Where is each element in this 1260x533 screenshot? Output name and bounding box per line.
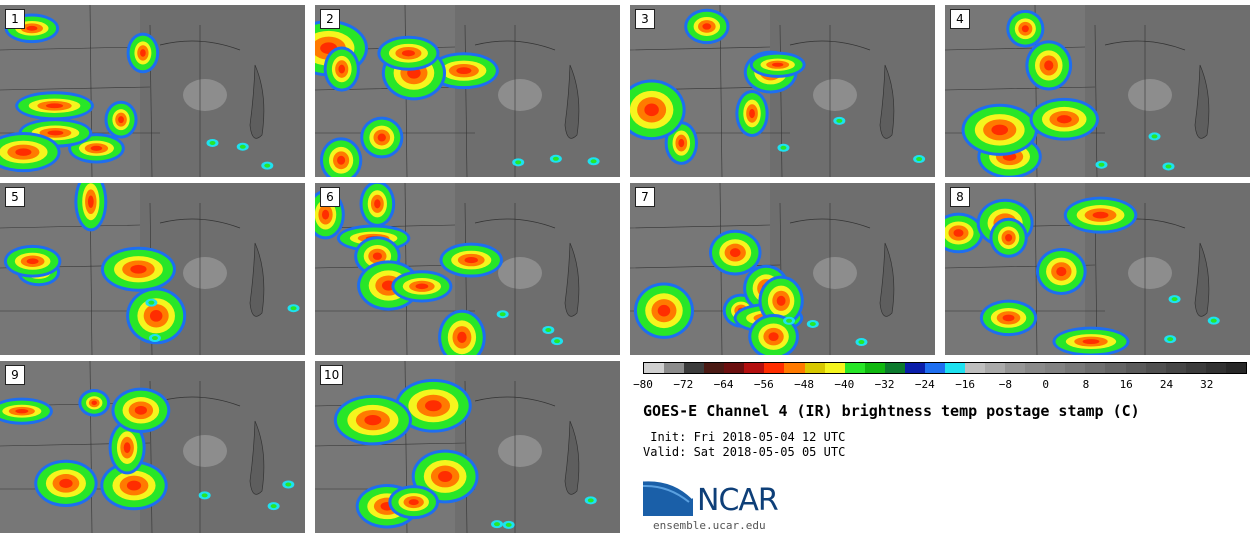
figure-title: GOES-E Channel 4 (IR) brightness temp po… — [643, 402, 1140, 420]
colorbar-segment — [844, 363, 865, 373]
colorbar-segment — [1065, 363, 1086, 373]
logo-url: ensemble.ucar.edu — [653, 519, 766, 532]
colorbar-tick-label: −40 — [834, 378, 855, 391]
colorbar-tick-label: 0 — [1042, 378, 1049, 391]
satellite-map — [630, 5, 935, 177]
colorbar-tick-label: −80 — [633, 378, 653, 391]
colorbar-tick-label: 8 — [1082, 378, 1090, 391]
colorbar-tick-label: −48 — [794, 378, 814, 391]
colorbar-segment — [1125, 363, 1146, 373]
panel-number-label: 8 — [950, 187, 970, 207]
colorbar-tick-label: −16 — [955, 378, 976, 391]
colorbar-tick-label: 16 — [1119, 378, 1133, 391]
satellite-map — [0, 361, 305, 533]
postage-stamp-panel: 2 — [315, 5, 620, 177]
colorbar-segment — [924, 363, 945, 373]
panel-number-label: 5 — [5, 187, 25, 207]
satellite-map — [315, 183, 620, 355]
colorbar-segment — [704, 363, 725, 373]
panel-number-label: 4 — [950, 9, 970, 29]
colorbar-segment — [1045, 363, 1066, 373]
colorbar-tick-label: −8 — [998, 378, 1013, 391]
colorbar-segment — [764, 363, 785, 373]
colorbar-tick-label: −56 — [753, 378, 774, 391]
panel-number-label: 10 — [320, 365, 344, 385]
colorbar-tick-label: 32 — [1200, 378, 1214, 391]
colorbar-segment — [1145, 363, 1166, 373]
panel-number-label: 7 — [635, 187, 655, 207]
colorbar-segment — [904, 363, 925, 373]
colorbar-segment — [1225, 363, 1246, 373]
colorbar-segment — [965, 363, 986, 373]
satellite-map — [315, 5, 620, 177]
postage-stamp-panel: 3 — [630, 5, 935, 177]
colorbar-segment — [1105, 363, 1126, 373]
postage-stamp-panel: 7 — [630, 183, 935, 355]
colorbar-tick-label: −64 — [713, 378, 734, 391]
colorbar-segment — [644, 363, 665, 373]
temperature-colorbar — [643, 362, 1247, 374]
colorbar-segment — [1005, 363, 1026, 373]
postage-stamp-panel: 10 — [315, 361, 620, 533]
colorbar-segment — [985, 363, 1006, 373]
postage-stamp-panel: 4 — [945, 5, 1250, 177]
colorbar-segment — [864, 363, 885, 373]
postage-stamp-panel: 8 — [945, 183, 1250, 355]
postage-stamp-panel: 6 — [315, 183, 620, 355]
panel-number-label: 3 — [635, 9, 655, 29]
ncar-logo-text: NCAR — [697, 483, 779, 518]
postage-stamp-panel: 1 — [0, 5, 305, 177]
satellite-map — [0, 183, 305, 355]
colorbar-segment — [1185, 363, 1206, 373]
colorbar-segment — [884, 363, 905, 373]
colorbar-segment — [804, 363, 825, 373]
colorbar-segment — [824, 363, 845, 373]
colorbar-segment — [944, 363, 965, 373]
colorbar-tick-label: −72 — [673, 378, 694, 391]
valid-time: Valid: Sat 2018-05-05 05 UTC — [643, 445, 846, 459]
satellite-map — [630, 183, 935, 355]
panel-number-label: 6 — [320, 187, 340, 207]
colorbar-segment — [724, 363, 745, 373]
colorbar-segment — [664, 363, 685, 373]
satellite-map — [945, 183, 1250, 355]
colorbar-tick-label: 24 — [1159, 378, 1174, 391]
satellite-map — [945, 5, 1250, 177]
ncar-logo-icon — [643, 478, 695, 516]
colorbar-segment — [1085, 363, 1106, 373]
postage-stamp-panel: 9 — [0, 361, 305, 533]
panel-number-label: 9 — [5, 365, 25, 385]
postage-stamp-panel: 5 — [0, 183, 305, 355]
colorbar-segment — [744, 363, 765, 373]
panel-number-label: 1 — [5, 9, 25, 29]
colorbar-tick-labels: −80 −72 −64 −56 −48 −40 −32 −24 −16 −8 0 8 16 24 32 — [630, 378, 1260, 394]
colorbar-tick-label: −24 — [914, 378, 935, 391]
satellite-map — [315, 361, 620, 533]
colorbar-segment — [1205, 363, 1226, 373]
colorbar-segment — [784, 363, 805, 373]
colorbar-tick-label: −32 — [874, 378, 895, 391]
colorbar-segment — [684, 363, 705, 373]
colorbar-segment — [1165, 363, 1186, 373]
colorbar-segment — [1025, 363, 1046, 373]
init-time: Init: Fri 2018-05-04 12 UTC — [643, 430, 846, 444]
panel-number-label: 2 — [320, 9, 340, 29]
satellite-map — [0, 5, 305, 177]
